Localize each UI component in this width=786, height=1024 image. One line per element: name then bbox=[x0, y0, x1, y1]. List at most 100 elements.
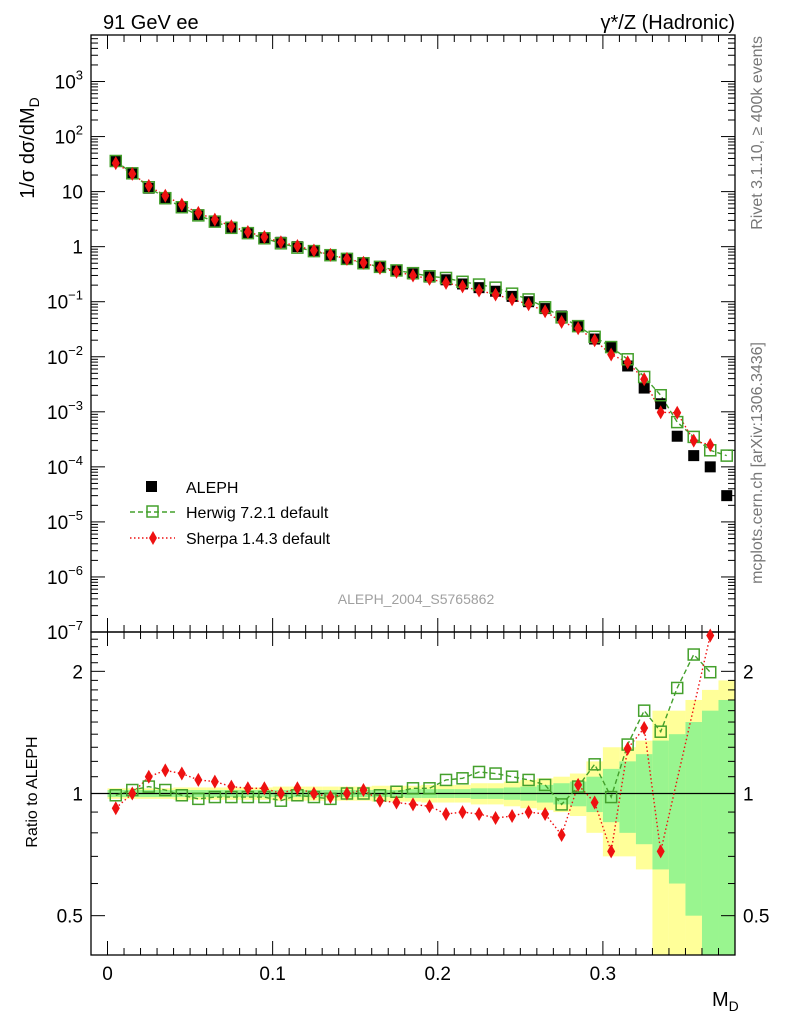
ratio-y-tick-label: 2 bbox=[743, 662, 754, 683]
ratio-sherpa-point bbox=[425, 799, 434, 814]
ratio-sherpa-point bbox=[309, 786, 318, 801]
ratio-sherpa-point bbox=[524, 805, 533, 820]
sherpa-point bbox=[210, 212, 219, 227]
ratio-herwig-point bbox=[489, 767, 502, 780]
ratio-sherpa-line bbox=[115, 635, 711, 852]
ratio-herwig-point bbox=[687, 648, 700, 661]
sherpa-point bbox=[392, 264, 401, 279]
aleph-point bbox=[655, 398, 667, 410]
sherpa-point bbox=[508, 292, 517, 307]
ratio-sherpa-point bbox=[590, 795, 599, 810]
x-tick-label: 0.3 bbox=[590, 964, 616, 985]
ratio-sherpa-point bbox=[326, 790, 335, 805]
ratio-sherpa-point bbox=[458, 805, 467, 820]
ratio-y-tick-label: 1 bbox=[72, 785, 83, 806]
ratio-y-ticks: 0.5 0.5 1 1 2 2 bbox=[57, 631, 769, 956]
main-y-tick-label: 10−2 bbox=[47, 343, 83, 369]
side-text-rivet: Rivet 3.1.10, ≥ 400k events bbox=[749, 36, 766, 230]
x-tick-label: 0.2 bbox=[425, 964, 451, 985]
sherpa-point bbox=[111, 156, 120, 171]
x-ticks: 0 0.1 0.2 0.3 bbox=[102, 35, 719, 985]
svg-text:Herwig 7.2.1 default: Herwig 7.2.1 default bbox=[186, 505, 329, 522]
sherpa-point bbox=[673, 405, 682, 420]
ratio-herwig-point bbox=[472, 765, 486, 779]
ratio-sherpa-point bbox=[243, 781, 252, 796]
ratio-herwig-point bbox=[670, 681, 684, 695]
main-y-tick-label: 102 bbox=[55, 123, 83, 149]
ratio-band-inner bbox=[685, 722, 702, 916]
sherpa-point bbox=[623, 355, 632, 370]
ratio-band-inner bbox=[586, 776, 603, 813]
herwig-point bbox=[654, 388, 667, 402]
ratio-band-inner bbox=[701, 710, 719, 955]
sherpa-point bbox=[689, 433, 698, 448]
ratio-sherpa-point bbox=[475, 807, 484, 822]
ratio-herwig-point bbox=[538, 778, 552, 792]
ratio-sherpa-point bbox=[260, 781, 269, 796]
ratio-sherpa-point bbox=[557, 828, 566, 843]
ratio-sherpa-point bbox=[177, 766, 186, 781]
header-right: γ*/Z (Hadronic) bbox=[601, 12, 735, 34]
ratio-herwig-point bbox=[406, 782, 420, 795]
ratio-band-inner bbox=[619, 761, 636, 833]
side-text-site: mcplots.cern.ch [arXiv:1306.3436] bbox=[749, 342, 766, 584]
ratio-herwig-point bbox=[109, 789, 123, 802]
ratio-y-tick-label: 1 bbox=[743, 785, 754, 806]
svg-text:mcplots.cern.ch [arXiv:1306.34: mcplots.cern.ch [arXiv:1306.3436] bbox=[749, 342, 766, 584]
ratio-y-tick-label: 0.5 bbox=[743, 907, 769, 928]
ratio-band-inner bbox=[718, 699, 735, 955]
ratio-herwig-point bbox=[192, 792, 205, 806]
main-y-tick-label: 10−4 bbox=[47, 453, 83, 479]
sherpa-point bbox=[656, 405, 665, 420]
svg-text:Ratio to ALEPH: Ratio to ALEPH bbox=[24, 736, 41, 847]
ratio-herwig-point bbox=[637, 704, 651, 717]
herwig-point bbox=[720, 449, 733, 462]
ratio-herwig-point bbox=[522, 773, 535, 787]
ratio-sherpa-point bbox=[144, 769, 153, 784]
ratio-sherpa-point bbox=[359, 783, 368, 798]
herwig-line bbox=[115, 160, 727, 457]
analysis-label: ALEPH_2004_S5765862 bbox=[338, 591, 495, 607]
ratio-bands bbox=[107, 680, 735, 955]
ratio-y-tick-label: 0.5 bbox=[57, 907, 83, 928]
main-y-tick-label: 103 bbox=[55, 68, 83, 94]
ratio-herwig-point bbox=[654, 725, 667, 738]
sherpa-point bbox=[227, 219, 236, 234]
sherpa-line bbox=[115, 162, 711, 446]
ratio-herwig-point bbox=[423, 782, 436, 795]
ratio-herwig-point bbox=[439, 773, 453, 787]
sherpa-point bbox=[359, 255, 368, 270]
ratio-sherpa-point bbox=[508, 809, 517, 824]
ratio-herwig-point bbox=[703, 665, 717, 679]
svg-text:Sherpa 1.4.3 default: Sherpa 1.4.3 default bbox=[186, 531, 331, 548]
svg-text:MD: MD bbox=[712, 989, 739, 1014]
ratio-sherpa-point bbox=[607, 844, 616, 859]
sherpa-point bbox=[491, 287, 500, 302]
main-y-tick-label: 10−3 bbox=[47, 398, 83, 424]
ratio-sherpa-point bbox=[342, 786, 351, 801]
main-y-tick-label: 10 bbox=[62, 183, 83, 204]
ratio-herwig-point bbox=[456, 772, 469, 785]
ratio-sherpa-point bbox=[574, 777, 583, 792]
sherpa-point bbox=[524, 297, 533, 312]
ratio-herwig-point bbox=[208, 790, 222, 804]
sherpa-point bbox=[475, 283, 484, 298]
ratio-band-inner bbox=[668, 734, 686, 884]
sherpa-point bbox=[425, 271, 434, 286]
sherpa-point bbox=[409, 268, 417, 283]
main-y-tick-label: 10−1 bbox=[47, 288, 83, 314]
x-tick-label: 0 bbox=[102, 964, 113, 985]
sherpa-point bbox=[194, 205, 203, 220]
sherpa-point bbox=[276, 235, 285, 250]
aleph-point bbox=[704, 461, 716, 473]
sherpa-point bbox=[293, 238, 302, 253]
sherpa-point bbox=[243, 224, 252, 239]
ratio-herwig-point bbox=[604, 790, 618, 804]
ratio-sherpa-point bbox=[128, 786, 137, 801]
sherpa-point bbox=[144, 178, 153, 193]
ratio-sherpa-point bbox=[210, 774, 219, 789]
svg-text:1/σ dσ/dMD: 1/σ dσ/dMD bbox=[17, 97, 42, 199]
